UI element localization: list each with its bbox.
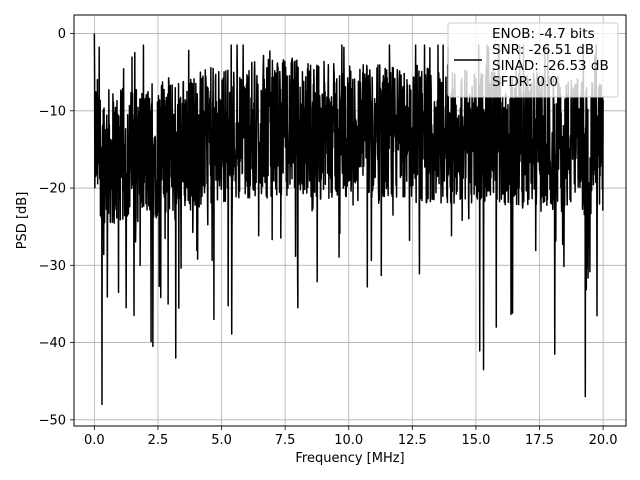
legend-box xyxy=(447,22,619,98)
y-tick-label: −20 xyxy=(39,182,66,197)
axes-frame xyxy=(73,14,627,427)
y-tick-label: 0 xyxy=(58,27,66,42)
plot-area xyxy=(93,33,604,406)
x-tick-label: 0.0 xyxy=(84,433,105,448)
x-tick-label: 20.0 xyxy=(589,433,618,448)
x-tick-label: 12.5 xyxy=(398,433,427,448)
y-tick-label: −10 xyxy=(39,104,66,119)
x-axis-ticks: 0.0 2.5 5.0 7.5 10.0 12.5 15.0 17.5 20.0 xyxy=(84,426,618,448)
y-axis-ticks: 0 −10 −20 −30 −40 −50 xyxy=(39,27,74,428)
y-tick-label: −50 xyxy=(39,413,66,428)
x-tick-label: 15.0 xyxy=(461,433,490,448)
y-tick-label: −30 xyxy=(39,259,66,274)
legend-entry-sinad: SINAD: -26.53 dB xyxy=(492,58,609,74)
x-tick-label: 5.0 xyxy=(211,433,232,448)
psd-series-line xyxy=(93,33,604,406)
x-axis-label: Frequency [MHz] xyxy=(295,451,404,466)
x-tick-label: 10.0 xyxy=(334,433,363,448)
x-tick-label: 17.5 xyxy=(525,433,554,448)
y-axis-label: PSD [dB] xyxy=(15,192,30,250)
x-tick-label: 2.5 xyxy=(148,433,169,448)
legend: ENOB: -4.7 bits SNR: -26.51 dB SINAD: -2… xyxy=(447,22,619,98)
y-tick-label: −40 xyxy=(39,336,66,351)
legend-entry-snr: SNR: -26.51 dB xyxy=(492,42,594,58)
x-tick-label: 7.5 xyxy=(275,433,296,448)
legend-entry-enob: ENOB: -4.7 bits xyxy=(492,26,595,42)
legend-entry-sfdr: SFDR: 0.0 xyxy=(492,74,558,90)
